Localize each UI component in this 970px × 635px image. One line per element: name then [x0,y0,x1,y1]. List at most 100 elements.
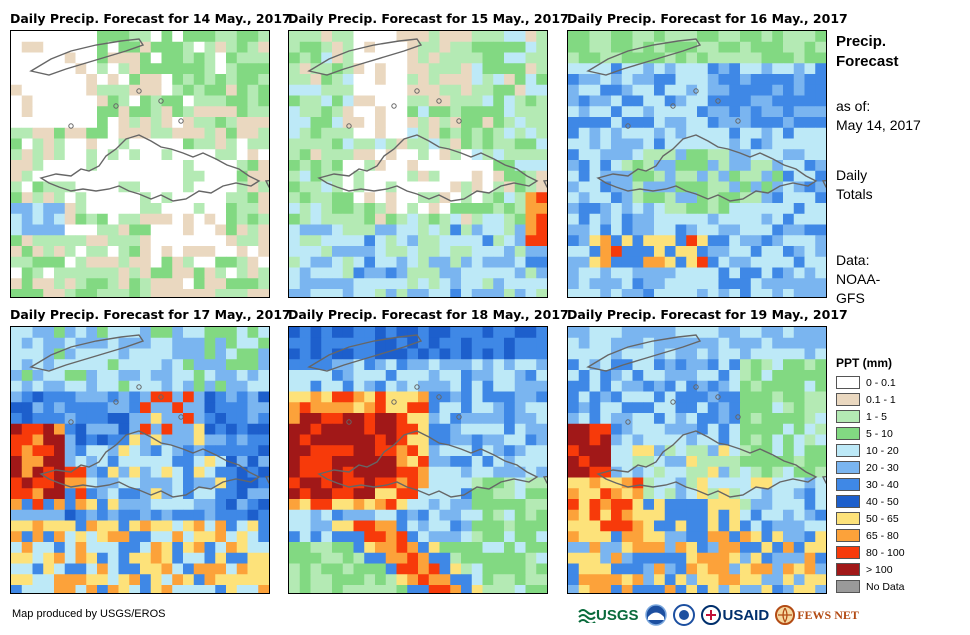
precip-cell [568,192,580,204]
precip-cell [150,423,162,435]
precip-cell [299,278,311,290]
precip-cell [204,106,216,118]
precip-cell [482,203,494,215]
precip-cell [289,488,301,500]
precip-cell [172,127,184,139]
precip-cell [568,477,580,489]
precip-cell [621,63,633,75]
precip-cell [675,181,687,193]
precip-cell [611,413,623,425]
precip-cell [675,170,687,182]
precip-cell [471,488,483,500]
precip-cell [621,246,633,258]
precip-cell [632,160,644,172]
precip-cell [43,95,55,107]
precip-cell [428,477,440,489]
precip-cell [589,488,601,500]
precip-cell [450,170,462,182]
precip-cell [504,574,516,586]
precip-cell [332,531,344,543]
precip-cell [804,63,816,75]
precip-cell [247,477,259,489]
precip-cell [707,359,719,371]
precip-cell [375,117,387,129]
precip-cell [204,41,216,53]
side-asof: as of: May 14, 2017 [836,97,921,135]
precip-cell [107,423,119,435]
precip-cell [740,41,752,53]
precip-cell [161,149,173,161]
precip-cell [793,52,805,64]
precip-cell [793,224,805,236]
precip-cell [718,203,730,215]
precip-cell [804,74,816,86]
precip-cell [258,509,269,521]
precip-cell [64,327,76,339]
precip-cell [772,278,784,290]
precip-cell [471,192,483,204]
precip-cell [21,41,33,53]
precip-cell [353,499,365,511]
precip-cell [718,466,730,478]
precip-cell [525,413,537,425]
precip-cell [226,246,238,258]
precip-cell [204,256,216,268]
precip-cell [54,213,66,225]
precip-cell [578,380,590,392]
precip-cell [11,456,23,468]
precip-cell [375,203,387,215]
precip-cell [172,542,184,554]
precip-cell [718,31,730,43]
precip-cell [64,106,76,118]
precip-cell [43,117,55,129]
precip-cell [471,224,483,236]
precip-cell [86,499,98,511]
precip-cell [750,456,762,468]
precip-cell [707,160,719,172]
precip-cell [793,402,805,414]
precip-cell [643,31,655,43]
precip-cell [418,203,430,215]
precip-cell [504,477,516,489]
precip-cell [783,477,795,489]
precip-cell [697,170,709,182]
precip-cell [140,488,152,500]
precip-cell [793,370,805,382]
precip-cell [504,391,516,403]
precip-cell [504,499,516,511]
puerto-rico-outline [264,475,269,484]
precip-cell [204,117,216,129]
precip-cell [750,488,762,500]
precip-cell [353,192,365,204]
precip-cell [578,181,590,193]
precip-cell [568,563,580,575]
precip-cell [54,170,66,182]
usaid-logo: USAID [700,605,769,625]
precip-cell [729,542,741,554]
precip-cell [793,488,805,500]
precip-cell [64,203,76,215]
precip-cell [258,84,269,96]
precip-cell [332,213,344,225]
precip-cell [718,531,730,543]
precip-cell [289,456,301,468]
precip-cell [707,402,719,414]
precip-cell [385,552,397,564]
precip-cell [761,160,773,172]
precip-cell [107,235,119,247]
precip-cell [407,574,419,586]
precip-cell [729,224,741,236]
precip-cell [675,542,687,554]
precip-cell [718,402,730,414]
precip-cell [118,256,130,268]
precip-cell [418,574,430,586]
precip-cell [107,192,119,204]
precip-cell [815,267,826,279]
precip-cell [215,95,227,107]
precip-cell [493,117,505,129]
precip-cell [64,160,76,172]
precip-cell [364,160,376,172]
precip-cell [289,203,301,215]
precip-cell [750,434,762,446]
precip-cell [32,574,44,586]
